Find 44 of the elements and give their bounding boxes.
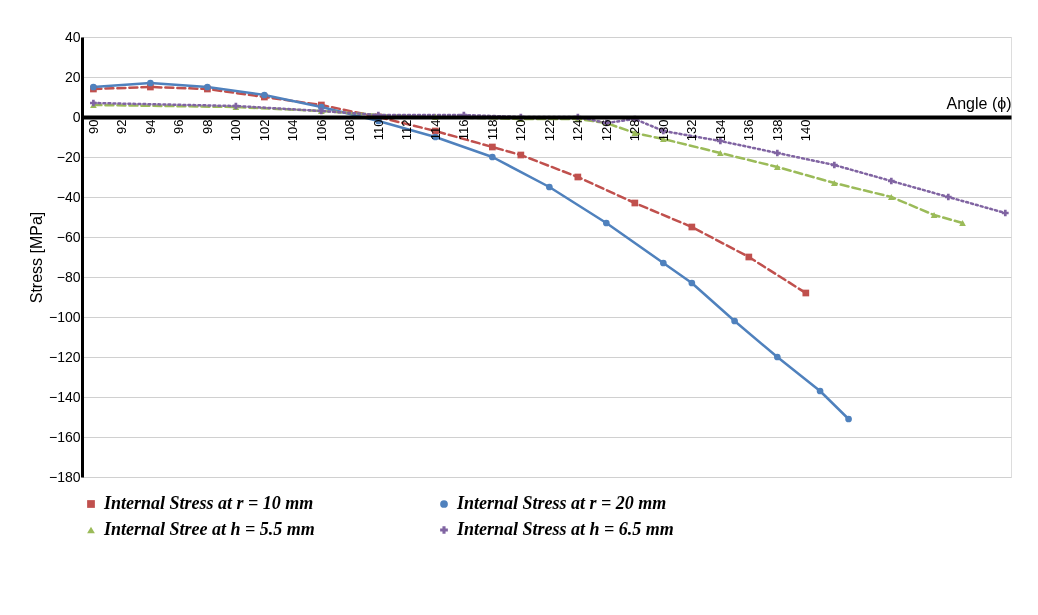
x-tick-label: 130 — [655, 119, 671, 142]
x-tick-label: 116 — [456, 119, 472, 141]
x-tick-label: 106 — [313, 119, 329, 142]
x-tick-label: 140 — [798, 119, 814, 142]
x-tick-label: 118 — [484, 119, 500, 141]
x-tick-label: 98 — [199, 119, 215, 134]
legend-label: Internal Stress at r = 10 mm — [103, 493, 314, 513]
x-axis-title: Angle (ϕ) — [946, 94, 1012, 112]
x-tick-label: 138 — [769, 119, 785, 142]
x-tick-label: 112 — [399, 119, 415, 141]
x-tick-label: 108 — [342, 119, 358, 142]
x-tick-label: 126 — [598, 119, 614, 142]
legend-label: Internal Stree at h = 5.5 mm — [103, 519, 315, 539]
x-tick-label: 114 — [427, 119, 443, 141]
y-tick-label: −40 — [56, 188, 81, 205]
x-tick-label: 110 — [370, 119, 386, 141]
y-tick-label: −140 — [48, 388, 81, 405]
y-tick-label: −120 — [48, 348, 81, 365]
x-tick-label: 92 — [114, 119, 130, 134]
y-tick-label: −180 — [48, 468, 81, 485]
x-tick-label: 134 — [712, 119, 728, 142]
x-tick-label: 90 — [85, 119, 101, 134]
legend-label: Internal Stress at h = 6.5 mm — [456, 519, 674, 539]
y-tick-label: 0 — [72, 108, 81, 125]
x-tick-label: 94 — [142, 119, 158, 134]
x-tick-label: 122 — [541, 119, 557, 142]
x-tick-label: 128 — [627, 119, 643, 142]
y-tick-label: 40 — [64, 28, 81, 45]
x-tick-label: 102 — [256, 119, 272, 142]
y-axis-title: Stress [MPa] — [27, 211, 45, 304]
y-tick-label: −160 — [48, 428, 81, 445]
y-tick-label: −80 — [56, 268, 81, 285]
x-tick-label: 120 — [513, 119, 529, 142]
y-tick-label: 20 — [64, 68, 81, 85]
y-tick-label: −60 — [56, 228, 81, 245]
x-tick-label: 132 — [684, 119, 700, 142]
x-tick-label: 100 — [228, 119, 244, 142]
x-tick-label: 104 — [285, 119, 301, 142]
y-tick-label: −100 — [48, 308, 81, 325]
x-tick-label: 124 — [570, 119, 586, 142]
x-tick-label: 136 — [741, 119, 757, 142]
y-tick-label: −20 — [56, 148, 81, 165]
x-tick-label: 96 — [171, 119, 187, 134]
legend-label: Internal Stress at r = 20 mm — [456, 493, 667, 513]
